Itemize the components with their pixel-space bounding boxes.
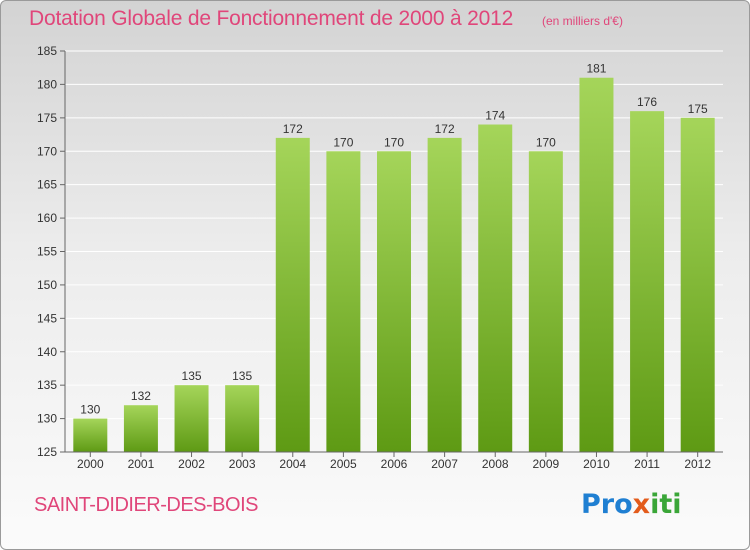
x-tick-label: 2010 xyxy=(583,457,610,471)
bar xyxy=(630,111,665,453)
x-tick-label: 2002 xyxy=(178,457,205,471)
bar-value-label: 176 xyxy=(637,95,657,109)
bar-value-label: 135 xyxy=(182,369,202,383)
bars: 130 132 135 135 172 170 170 172 174 170 181 176 175 xyxy=(73,62,715,453)
bar-value-label: 170 xyxy=(384,135,404,149)
bar xyxy=(478,124,513,453)
y-tick-label: 165 xyxy=(37,178,57,192)
brand-part-2: x xyxy=(632,489,651,520)
bar-value-label: 172 xyxy=(283,122,303,136)
x-tick-label: 2008 xyxy=(482,457,509,471)
bar-value-label: 170 xyxy=(536,135,556,149)
commune-name: SAINT-DIDIER-DES-BOIS xyxy=(34,494,258,516)
bar-value-label: 174 xyxy=(485,109,505,123)
x-tick-label: 2000 xyxy=(77,457,104,471)
chart-subtitle: (en milliers d'€) xyxy=(542,14,623,28)
bar-value-label: 135 xyxy=(232,369,252,383)
y-tick-label: 170 xyxy=(37,144,57,158)
x-tick-label: 2007 xyxy=(431,457,458,471)
brand-part-3: iti xyxy=(650,489,682,520)
axes: 125 130 135 140 145 150 155 160 165 170 175 180 185 2… xyxy=(37,44,723,471)
brand-part-1: Pro xyxy=(581,489,633,520)
brand-logo: Proxiti xyxy=(581,489,682,520)
y-tick-label: 140 xyxy=(37,345,57,359)
bar xyxy=(225,385,260,452)
x-tick-label: 2011 xyxy=(634,457,660,471)
bar xyxy=(427,137,462,452)
bar xyxy=(174,385,209,452)
bar xyxy=(528,151,563,452)
bar xyxy=(326,151,361,452)
x-tick-label: 2006 xyxy=(381,457,408,471)
bar xyxy=(579,77,614,452)
chart-title: Dotation Globale de Fonctionnement de 20… xyxy=(29,7,514,30)
bar-value-label: 172 xyxy=(435,122,455,136)
bar xyxy=(377,151,411,452)
bar xyxy=(123,405,158,452)
y-tick-label: 130 xyxy=(37,412,57,426)
bar xyxy=(275,137,310,452)
x-tick-label: 2001 xyxy=(128,457,155,471)
y-tick-label: 135 xyxy=(37,378,57,392)
x-tick-label: 2003 xyxy=(229,457,256,471)
x-tick-label: 2005 xyxy=(330,457,357,471)
y-tick-label: 150 xyxy=(37,278,57,292)
bar-value-label: 132 xyxy=(131,389,151,403)
y-tick-label: 180 xyxy=(37,77,57,91)
y-tick-label: 155 xyxy=(37,245,57,259)
x-tick-label: 2004 xyxy=(279,457,306,471)
bar-value-label: 130 xyxy=(80,403,100,417)
y-tick-label: 125 xyxy=(37,445,57,459)
x-tick-label: 2009 xyxy=(532,457,559,471)
bar-value-label: 170 xyxy=(333,135,353,149)
bar xyxy=(680,117,715,452)
bar-value-label: 175 xyxy=(688,102,708,116)
y-tick-label: 175 xyxy=(37,111,57,125)
y-tick-label: 160 xyxy=(37,211,57,225)
bar-value-label: 181 xyxy=(586,62,606,76)
bar xyxy=(73,418,108,452)
y-tick-label: 145 xyxy=(37,311,57,325)
x-tick-label: 2012 xyxy=(684,457,711,471)
y-tick-label: 185 xyxy=(37,44,57,58)
